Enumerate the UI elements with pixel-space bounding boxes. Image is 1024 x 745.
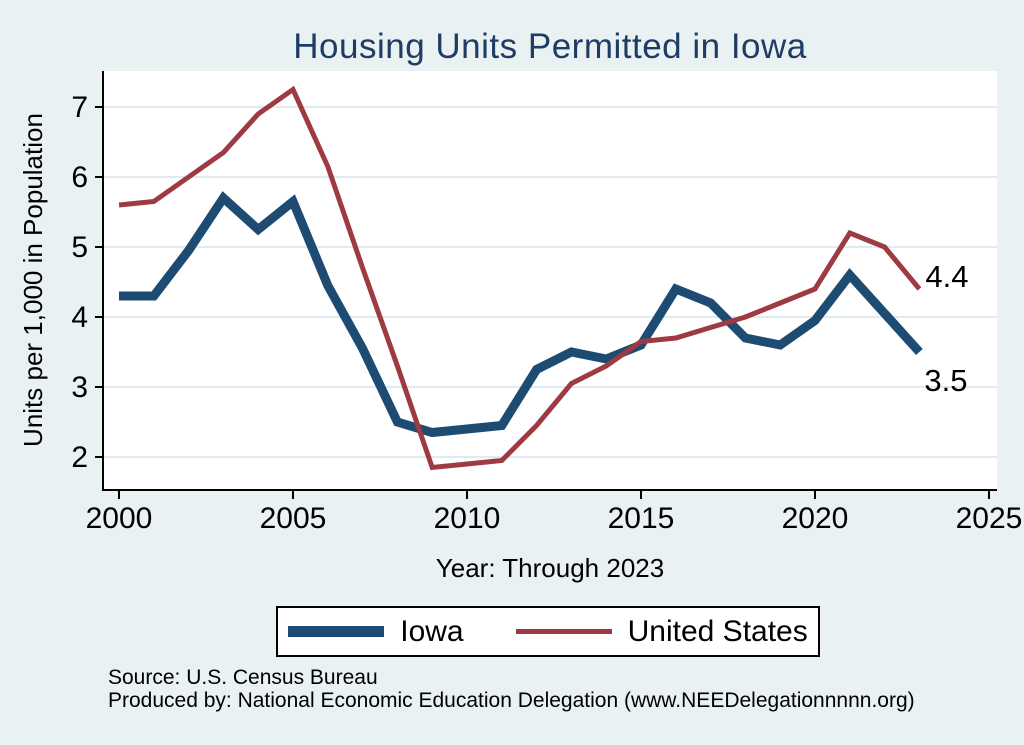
legend-label-united-states: United States [627, 614, 808, 648]
iowa-series-line [119, 191, 923, 438]
y-tick-label-7: 7 [71, 91, 88, 124]
united-states-series-line [118, 85, 922, 471]
x-tick-label-2010: 2010 [434, 502, 501, 535]
legend-item-united-states: United States [515, 614, 808, 649]
united-states-end-label: 4.4 [925, 259, 968, 294]
source-note: Source: U.S. Census Bureau [108, 666, 378, 689]
produced-by-note: Produced by: National Economic Education… [108, 689, 915, 712]
y-tick-label-6: 6 [71, 161, 88, 194]
legend: Iowa United States [276, 606, 820, 657]
x-tick-label-2005: 2005 [260, 502, 327, 535]
y-tick-label-4: 4 [71, 301, 88, 334]
y-tick-label-2: 2 [71, 441, 88, 474]
x-tick-label-2020: 2020 [782, 502, 849, 535]
x-tick-label-2015: 2015 [608, 502, 675, 535]
y-tick-label-3: 3 [71, 371, 88, 404]
x-tick-label-2025: 2025 [956, 502, 1023, 535]
iowa-line-swatch [288, 626, 385, 637]
chart-title: Housing Units Permitted in Iowa [293, 27, 807, 66]
legend-item-iowa: Iowa [288, 614, 464, 649]
x-axis-title: Year: Through 2023 [435, 553, 665, 583]
united-states-line-swatch [515, 629, 612, 634]
footer-notes: Source: U.S. Census Bureau Produced by: … [108, 666, 915, 712]
iowa-end-label: 3.5 [924, 363, 967, 398]
x-tick-label-2000: 2000 [86, 502, 153, 535]
legend-label-iowa: Iowa [400, 614, 464, 648]
plot-area: 2 3 4 5 6 7 2000 2005 2010 2015 2020 2025 3.5 4.4 [71, 71, 1023, 535]
y-tick-label-5: 5 [71, 231, 88, 264]
